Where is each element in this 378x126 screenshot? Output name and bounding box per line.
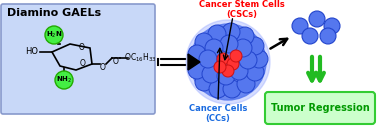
Text: O: O	[80, 59, 86, 69]
Circle shape	[246, 37, 264, 55]
Text: Cancer Stem Cells
(CSCs): Cancer Stem Cells (CSCs)	[199, 0, 285, 19]
Circle shape	[223, 80, 241, 98]
Circle shape	[202, 65, 220, 83]
Polygon shape	[188, 54, 200, 70]
Circle shape	[227, 58, 239, 70]
Circle shape	[292, 18, 308, 34]
Text: Diamino GAELs: Diamino GAELs	[7, 8, 101, 18]
Circle shape	[320, 28, 336, 44]
Circle shape	[214, 61, 226, 73]
Circle shape	[222, 65, 234, 77]
Text: HO: HO	[25, 48, 38, 56]
Circle shape	[250, 50, 268, 68]
Circle shape	[239, 51, 257, 69]
Text: O: O	[100, 62, 106, 71]
Circle shape	[195, 33, 213, 51]
Text: O: O	[113, 57, 119, 67]
Text: H$_2$N: H$_2$N	[46, 30, 62, 40]
Circle shape	[230, 50, 242, 62]
FancyBboxPatch shape	[265, 92, 375, 124]
Text: NH$_2$: NH$_2$	[56, 75, 72, 85]
Circle shape	[217, 67, 235, 85]
Circle shape	[205, 39, 223, 57]
Circle shape	[230, 62, 248, 80]
Circle shape	[309, 11, 325, 27]
Circle shape	[45, 26, 63, 44]
Circle shape	[217, 53, 229, 65]
Circle shape	[208, 25, 226, 43]
Circle shape	[220, 35, 238, 53]
Circle shape	[209, 80, 227, 98]
Text: OC$_{16}$H$_{33}$: OC$_{16}$H$_{33}$	[124, 52, 156, 64]
Circle shape	[246, 63, 264, 81]
Text: Cancer Cells
(CCs): Cancer Cells (CCs)	[189, 104, 247, 123]
Circle shape	[222, 23, 240, 41]
Circle shape	[234, 39, 252, 57]
Circle shape	[188, 45, 206, 63]
Circle shape	[199, 50, 217, 68]
Text: O: O	[79, 43, 85, 53]
Circle shape	[302, 28, 318, 44]
Circle shape	[236, 27, 254, 45]
Circle shape	[237, 75, 255, 93]
Circle shape	[195, 73, 213, 91]
Circle shape	[324, 18, 340, 34]
Text: Tumor Regression: Tumor Regression	[271, 103, 369, 113]
FancyBboxPatch shape	[1, 4, 155, 114]
Circle shape	[188, 61, 206, 79]
Circle shape	[186, 20, 270, 104]
Circle shape	[55, 71, 73, 89]
Circle shape	[190, 24, 266, 100]
